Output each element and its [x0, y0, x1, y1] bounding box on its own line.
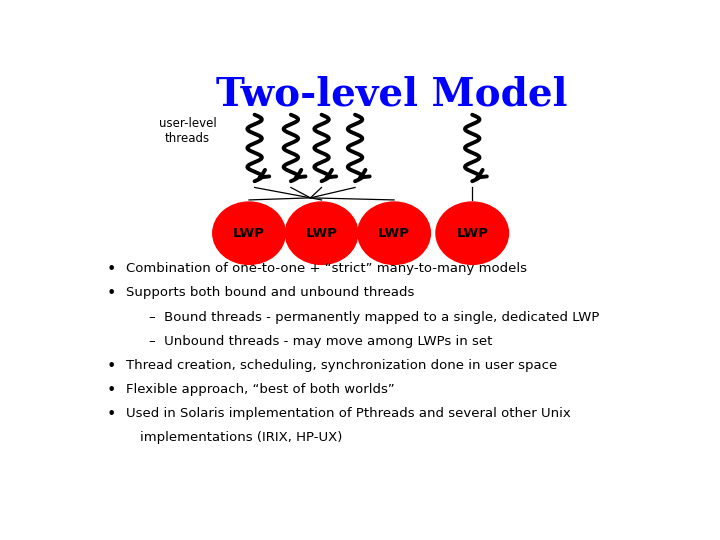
Text: •: • [107, 262, 116, 278]
Text: •: • [107, 407, 116, 422]
Text: implementations (IRIX, HP-UX): implementations (IRIX, HP-UX) [140, 431, 343, 444]
Text: user-level
threads: user-level threads [159, 117, 217, 145]
Ellipse shape [358, 202, 431, 265]
Text: •: • [107, 383, 116, 398]
Text: LWP: LWP [456, 227, 488, 240]
Ellipse shape [285, 202, 358, 265]
Text: Used in Solaris implementation of Pthreads and several other Unix: Used in Solaris implementation of Pthrea… [126, 407, 571, 420]
Text: Thread creation, scheduling, synchronization done in user space: Thread creation, scheduling, synchroniza… [126, 359, 557, 372]
Text: LWP: LWP [378, 227, 410, 240]
Text: –  Unbound threads - may move among LWPs in set: – Unbound threads - may move among LWPs … [148, 335, 492, 348]
Text: •: • [107, 286, 116, 301]
Text: Flexible approach, “best of both worlds”: Flexible approach, “best of both worlds” [126, 383, 395, 396]
Text: Two-level Model: Two-level Model [215, 75, 567, 113]
Text: LWP: LWP [305, 227, 338, 240]
Ellipse shape [213, 202, 285, 265]
Text: –  Bound threads - permanently mapped to a single, dedicated LWP: – Bound threads - permanently mapped to … [148, 310, 599, 323]
Text: Supports both bound and unbound threads: Supports both bound and unbound threads [126, 286, 415, 299]
Ellipse shape [436, 202, 508, 265]
Text: •: • [107, 359, 116, 374]
Text: Combination of one-to-one + “strict” many-to-many models: Combination of one-to-one + “strict” man… [126, 262, 527, 275]
Text: LWP: LWP [233, 227, 265, 240]
